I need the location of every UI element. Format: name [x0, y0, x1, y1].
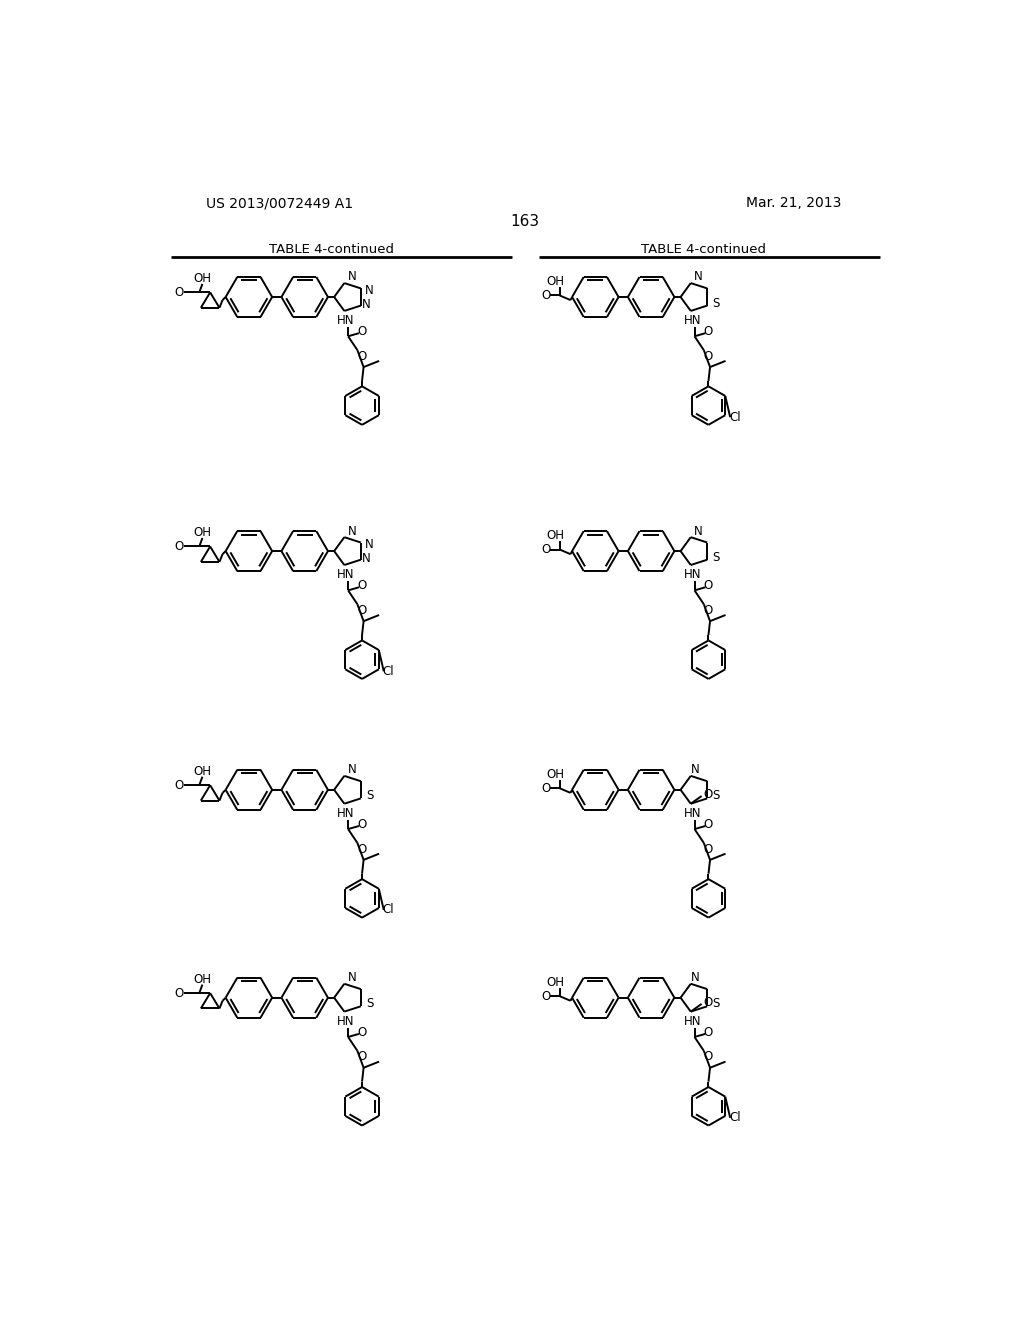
Text: HN: HN: [683, 314, 701, 327]
Text: HN: HN: [337, 569, 354, 582]
Text: HN: HN: [337, 807, 354, 820]
Text: OH: OH: [546, 275, 564, 288]
Text: O: O: [174, 540, 183, 553]
Text: O: O: [703, 1026, 713, 1039]
Text: TABLE 4-continued: TABLE 4-continued: [268, 243, 393, 256]
Text: O: O: [541, 781, 550, 795]
Text: N: N: [347, 763, 356, 776]
Text: HN: HN: [337, 1015, 354, 1028]
Text: O: O: [703, 995, 713, 1008]
Text: N: N: [694, 524, 702, 537]
Text: O: O: [174, 779, 183, 792]
Text: O: O: [357, 350, 367, 363]
Text: OH: OH: [194, 973, 211, 986]
Text: OH: OH: [546, 529, 564, 543]
Text: O: O: [703, 325, 713, 338]
Text: N: N: [362, 552, 371, 565]
Text: OH: OH: [546, 768, 564, 781]
Text: N: N: [691, 972, 699, 985]
Text: O: O: [703, 818, 713, 832]
Text: S: S: [713, 998, 720, 1010]
Text: OH: OH: [194, 764, 211, 777]
Text: OH: OH: [546, 975, 564, 989]
Text: N: N: [365, 539, 374, 552]
Text: N: N: [347, 524, 356, 537]
Text: N: N: [365, 284, 374, 297]
Text: HN: HN: [683, 1015, 701, 1028]
Text: O: O: [174, 986, 183, 999]
Text: O: O: [703, 788, 713, 801]
Text: O: O: [703, 603, 713, 616]
Text: O: O: [357, 579, 367, 593]
Text: S: S: [713, 550, 720, 564]
Text: O: O: [357, 1051, 367, 1064]
Text: O: O: [703, 842, 713, 855]
Text: Cl: Cl: [383, 665, 394, 677]
Text: O: O: [357, 1026, 367, 1039]
Text: O: O: [357, 818, 367, 832]
Text: S: S: [713, 789, 720, 803]
Text: HN: HN: [683, 807, 701, 820]
Text: HN: HN: [683, 569, 701, 582]
Text: O: O: [703, 579, 713, 593]
Text: O: O: [703, 350, 713, 363]
Text: Cl: Cl: [729, 1111, 740, 1125]
Text: HN: HN: [337, 314, 354, 327]
Text: S: S: [713, 297, 720, 310]
Text: S: S: [367, 998, 374, 1010]
Text: O: O: [541, 990, 550, 1003]
Text: S: S: [367, 789, 374, 803]
Text: O: O: [357, 842, 367, 855]
Text: O: O: [174, 286, 183, 298]
Text: 163: 163: [510, 214, 540, 230]
Text: O: O: [541, 543, 550, 556]
Text: O: O: [541, 289, 550, 302]
Text: N: N: [347, 271, 356, 284]
Text: N: N: [691, 763, 699, 776]
Text: N: N: [694, 271, 702, 284]
Text: O: O: [357, 325, 367, 338]
Text: OH: OH: [194, 272, 211, 285]
Text: N: N: [362, 298, 371, 312]
Text: Mar. 21, 2013: Mar. 21, 2013: [745, 197, 841, 210]
Text: Cl: Cl: [383, 903, 394, 916]
Text: TABLE 4-continued: TABLE 4-continued: [641, 243, 766, 256]
Text: O: O: [357, 603, 367, 616]
Text: O: O: [703, 1051, 713, 1064]
Text: Cl: Cl: [729, 411, 740, 424]
Text: OH: OH: [194, 527, 211, 539]
Text: US 2013/0072449 A1: US 2013/0072449 A1: [206, 197, 352, 210]
Text: N: N: [347, 972, 356, 985]
